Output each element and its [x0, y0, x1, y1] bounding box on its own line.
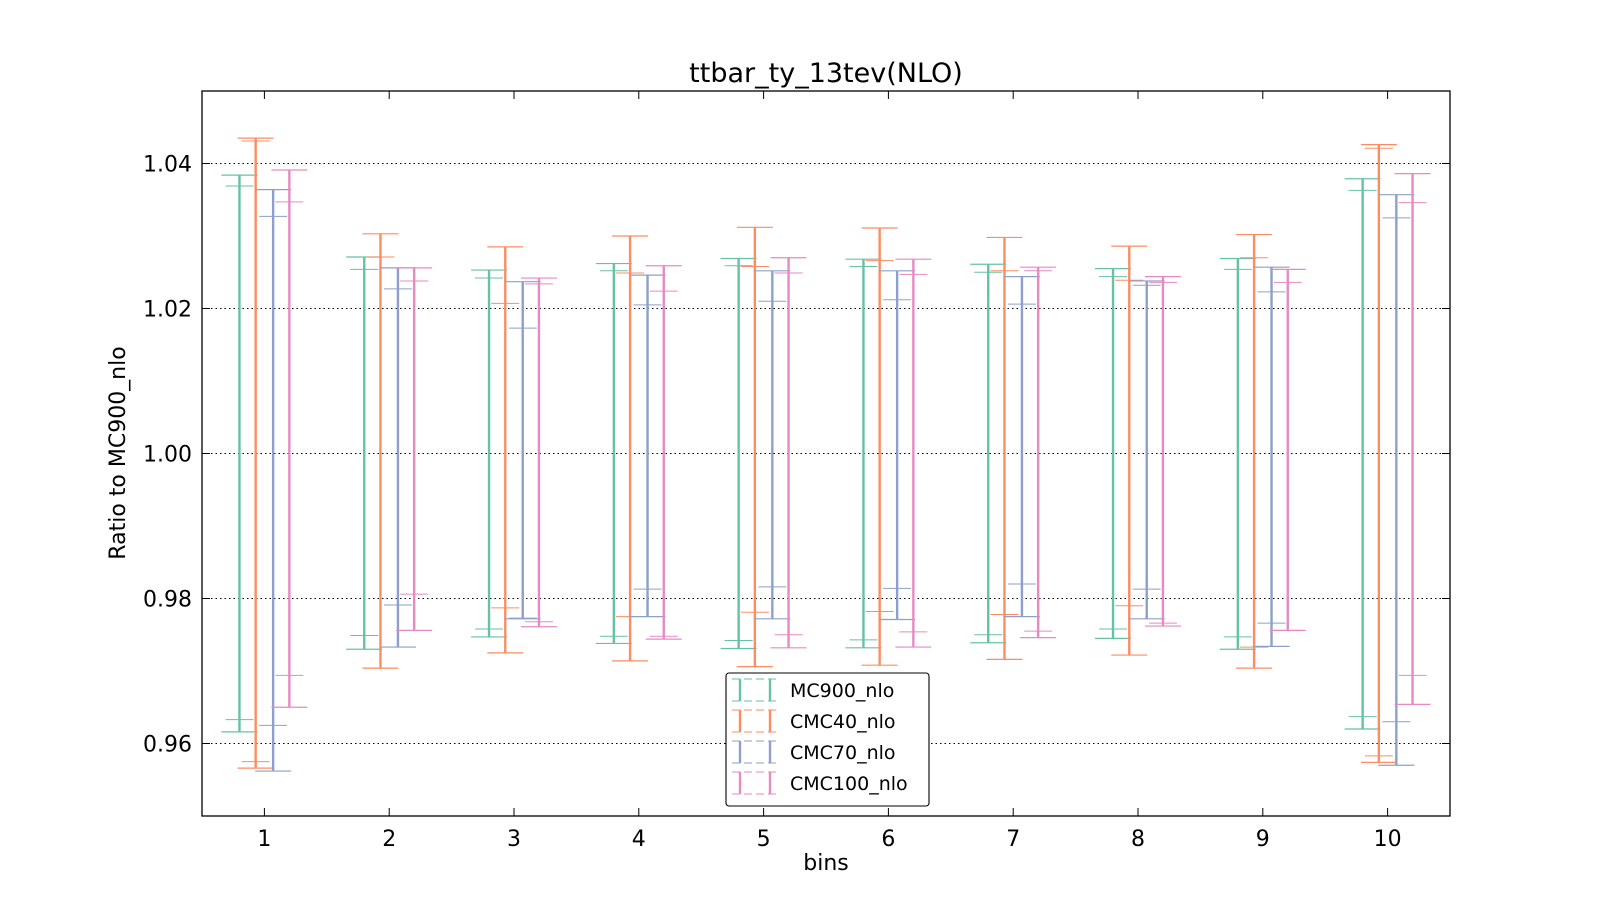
legend-label: CMC40_nlo — [790, 711, 896, 733]
x-tick-label: 3 — [507, 827, 521, 852]
y-tick-label: 1.00 — [143, 443, 192, 468]
x-tick-label: 1 — [257, 827, 271, 852]
series-CMC70_nlo — [255, 189, 1415, 772]
legend-entry: CMC70_nlo — [732, 740, 896, 764]
x-tick-label: 9 — [1256, 827, 1270, 852]
x-tick-label: 7 — [1006, 827, 1020, 852]
chart-title: ttbar_ty_13tev(NLO) — [689, 58, 963, 89]
y-tick-label: 1.02 — [143, 298, 192, 323]
legend: MC900_nlo CMC40_nlo CMC70_nlo CMC100_nlo — [725, 672, 930, 807]
series-MC900_nlo — [221, 174, 1381, 733]
x-tick-label: 10 — [1374, 827, 1402, 852]
series-CMC100_nlo — [271, 169, 1431, 708]
y-tick-label: 0.96 — [143, 733, 192, 758]
y-axis-title: Ratio to MC900_nlo — [106, 346, 131, 559]
y-tick-label: 0.98 — [143, 588, 192, 613]
legend-entry: CMC100_nlo — [732, 771, 908, 795]
legend-label: CMC100_nlo — [790, 773, 908, 795]
x-tick-label: 5 — [757, 827, 771, 852]
x-axis-title: bins — [803, 851, 848, 876]
legend-entry: CMC40_nlo — [732, 709, 896, 733]
x-tick-label: 8 — [1131, 827, 1145, 852]
x-tick-label: 2 — [382, 827, 396, 852]
legend-entry: MC900_nlo — [732, 678, 894, 702]
legend-box — [725, 672, 930, 807]
x-tick-label: 4 — [632, 827, 646, 852]
y-tick-label: 1.04 — [143, 153, 192, 178]
x-tick-label: 6 — [881, 827, 895, 852]
series-CMC40_nlo — [237, 137, 1397, 769]
legend-label: MC900_nlo — [790, 680, 894, 702]
legend-label: CMC70_nlo — [790, 742, 896, 764]
